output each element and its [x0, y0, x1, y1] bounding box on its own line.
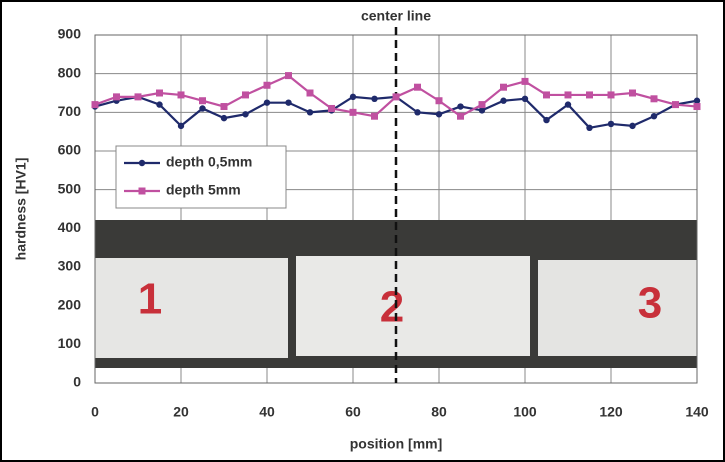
x-tick-label: 140: [685, 404, 709, 420]
marker: [543, 91, 550, 99]
marker: [672, 101, 679, 109]
marker: [177, 91, 185, 99]
marker: [242, 111, 249, 118]
marker: [629, 122, 636, 130]
y-tick-label: 400: [58, 219, 82, 235]
marker: [371, 95, 378, 103]
marker: [199, 97, 206, 105]
marker: [328, 104, 335, 112]
marker: [263, 81, 271, 89]
marker: [521, 77, 529, 85]
marker: [543, 116, 550, 124]
marker: [199, 105, 206, 112]
x-tick-label: 60: [345, 404, 361, 420]
marker: [177, 122, 185, 130]
marker: [263, 99, 271, 106]
marker: [500, 97, 507, 104]
marker: [435, 111, 443, 118]
y-tick-label: 600: [58, 142, 82, 158]
specimen: [95, 258, 288, 358]
marker: [586, 124, 593, 131]
y-tick-label: 200: [58, 296, 82, 312]
marker: [650, 95, 658, 103]
marker: [371, 112, 378, 120]
y-axis-label: hardness [HV1]: [13, 158, 29, 261]
marker: [285, 99, 292, 106]
marker: [414, 109, 421, 116]
y-tick-label: 100: [58, 335, 82, 351]
x-axis-label: position [mm]: [350, 436, 443, 452]
marker: [91, 101, 99, 109]
legend-label: depth 5mm: [166, 182, 241, 198]
y-tick-label: 700: [58, 103, 82, 119]
marker: [478, 107, 486, 114]
photo-label: 1: [138, 275, 162, 324]
marker: [564, 101, 572, 108]
photo-label: 3: [638, 279, 662, 328]
marker: [500, 83, 507, 91]
marker: [220, 103, 228, 111]
marker: [220, 114, 228, 122]
marker: [521, 95, 529, 103]
x-tick-label: 0: [91, 404, 99, 420]
marker: [629, 89, 636, 97]
marker: [306, 89, 314, 97]
x-tick-label: 40: [259, 404, 275, 420]
y-tick-label: 0: [73, 374, 81, 390]
legend-label: depth 0,5mm: [166, 154, 252, 170]
marker: [414, 83, 421, 91]
marker: [349, 93, 357, 101]
photo-label: 2: [380, 283, 404, 332]
marker: [607, 91, 615, 99]
y-tick-label: 800: [58, 64, 82, 80]
marker: [113, 93, 120, 101]
x-tick-label: 100: [513, 404, 537, 420]
legend-marker: [138, 187, 146, 195]
marker: [156, 89, 163, 97]
marker: [435, 97, 443, 105]
marker: [586, 91, 593, 99]
legend: depth 0,5mm depth 5mm: [115, 145, 287, 209]
specimen: [538, 260, 697, 356]
marker: [564, 91, 572, 99]
marker: [392, 93, 400, 101]
marker: [156, 101, 163, 108]
center-line-label: center line: [361, 8, 431, 24]
marker: [693, 103, 701, 111]
marker: [693, 97, 701, 104]
marker: [349, 108, 357, 116]
y-tick-label: 900: [58, 26, 82, 42]
y-tick-label: 500: [58, 180, 82, 196]
marker: [457, 112, 464, 120]
x-tick-label: 120: [599, 404, 623, 420]
specimen: [296, 256, 530, 356]
marker: [607, 120, 615, 128]
x-tick-label: 80: [431, 404, 447, 420]
marker: [134, 93, 142, 101]
marker: [457, 103, 464, 110]
marker: [242, 91, 249, 99]
marker: [478, 101, 486, 109]
legend-marker: [138, 159, 146, 167]
legend-box: [115, 145, 287, 209]
x-tick-label: 20: [173, 404, 189, 420]
y-tick-label: 300: [58, 258, 82, 274]
marker: [285, 72, 292, 80]
marker: [306, 109, 314, 116]
marker: [650, 113, 658, 120]
